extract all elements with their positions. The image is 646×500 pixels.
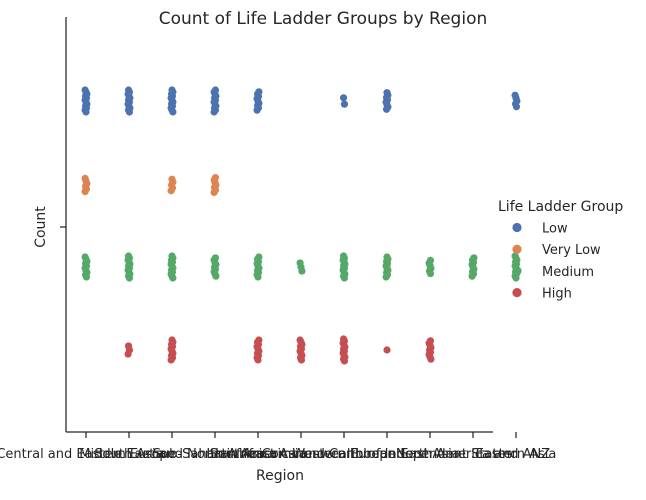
legend-marker [512,244,522,254]
data-point-high [340,357,349,365]
data-point-low [339,94,348,102]
data-point-medium [212,272,220,280]
data-point-medium [169,274,177,282]
x-tick-label: Western Europe [292,447,395,462]
data-point-high [124,350,132,358]
legend: Life Ladder Group Low Very Low Medium High [498,199,623,302]
data-point-medium [426,270,435,278]
data-point-high [167,356,175,364]
data-point-medium [512,274,520,282]
x-tick-label: Commonwealth of Independent States [262,447,513,462]
x-tick-label: South Asia [94,447,163,462]
legend-label: Low [542,222,568,237]
legend-marker [512,222,522,233]
x-tick-label: Latin America and Caribbean [206,447,395,462]
data-point-medium [298,267,306,275]
data-point-medium [82,273,91,281]
data-point-medium [125,274,134,282]
x-tick-label: East Asia [400,447,459,462]
data-point-very-low [167,187,175,195]
legend-label: Medium [542,265,594,280]
data-point-high [427,355,435,363]
data-point-medium [468,272,476,280]
x-ticks [85,432,517,438]
chart-title: Count of Life Ladder Groups by Region [159,9,488,29]
axes [60,17,493,433]
x-tick-label: Eastern Asia [476,447,557,462]
legend-marker [512,266,522,276]
x-tick-label: Middle East and North Africa [79,447,264,462]
data-point-medium [340,274,349,282]
legend-marker [512,288,522,298]
data-point-low [169,108,177,116]
data-point-low [125,108,134,116]
y-axis-label: Count [33,206,49,248]
data-point-medium [382,273,390,281]
data-point-low [82,108,90,116]
data-point-low [210,108,218,116]
x-tick-label: Southeast Asia [210,447,307,462]
data-point-very-low [210,188,218,197]
x-tick-label: Sub-Saharan Africa [153,447,278,462]
legend-title: Life Ladder Group [498,199,623,215]
data-point-low [340,100,349,108]
legend-items: Low Very Low Medium High [512,222,601,302]
data-point-low [512,103,521,111]
data-point-very-low [81,188,89,196]
legend-label: Very Low [542,243,601,258]
data-points [81,86,521,365]
data-point-high [254,356,262,364]
x-tick-label: Central and Eastern Europe [0,447,176,462]
x-axis-label: Region [256,468,304,484]
legend-label: High [542,287,572,302]
data-point-high [297,356,306,364]
data-point-low [382,105,391,113]
x-tick-label: North America and ANZ [396,447,550,462]
data-point-medium [254,273,262,281]
data-point-low [253,106,261,114]
data-point-high [383,346,391,354]
